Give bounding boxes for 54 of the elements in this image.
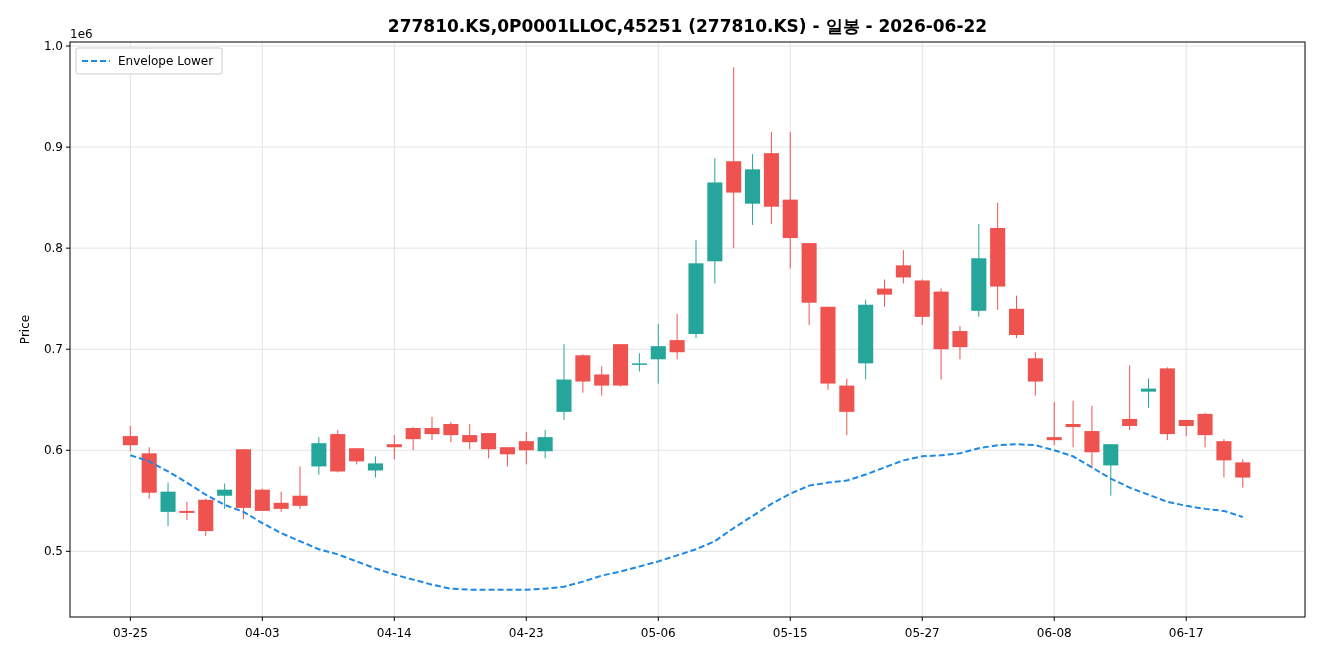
candlestick bbox=[876, 278, 893, 308]
x-tick-label: 05-27 bbox=[904, 626, 940, 640]
candlestick bbox=[443, 421, 459, 443]
x-tick-label: 04-14 bbox=[376, 626, 412, 640]
candlestick bbox=[424, 416, 440, 441]
y-tick-label: 0.8 bbox=[43, 241, 63, 256]
candlestick bbox=[518, 431, 534, 465]
y-tick-label: 1.0 bbox=[43, 39, 63, 54]
candlestick bbox=[386, 434, 402, 460]
candlestick bbox=[1235, 458, 1251, 489]
text: 1e6 bbox=[70, 27, 93, 41]
candlestick bbox=[179, 501, 195, 521]
candlestick bbox=[1065, 400, 1081, 448]
y-axis-title: Price bbox=[18, 314, 32, 345]
x-tick-label: 04-03 bbox=[244, 626, 280, 640]
candlestick bbox=[631, 352, 647, 372]
candlestick bbox=[481, 432, 497, 459]
y-tick-label: 0.7 bbox=[43, 342, 63, 357]
y-tick-label: 0.6 bbox=[43, 443, 63, 458]
candlestick bbox=[160, 482, 176, 527]
candlestick bbox=[650, 323, 666, 385]
candlestick bbox=[462, 423, 478, 450]
candlestick bbox=[292, 465, 308, 510]
candlestick bbox=[405, 426, 421, 451]
legend-label: Envelope Lower bbox=[118, 54, 214, 68]
candlestick bbox=[594, 365, 610, 397]
candlestick bbox=[122, 425, 138, 452]
legend: Envelope Lower bbox=[75, 47, 223, 75]
candlestick bbox=[669, 313, 685, 360]
candlestick bbox=[1046, 401, 1062, 446]
y-tick-label: 0.9 bbox=[43, 140, 63, 155]
candlestick bbox=[1140, 378, 1157, 409]
y-tick-label: 0.5 bbox=[43, 544, 63, 559]
chart-title: 277810.KS,0P0001LLOC,45251 (277810.KS) - 일봉 - 2026-06-22 bbox=[387, 16, 988, 36]
candlestick bbox=[1084, 405, 1100, 469]
candlestick bbox=[895, 249, 911, 285]
x-tick-label: 05-06 bbox=[640, 626, 676, 640]
candlestick bbox=[1216, 438, 1232, 479]
x-tick-label: 06-08 bbox=[1036, 626, 1072, 640]
x-tick-label: 03-25 bbox=[112, 626, 148, 640]
candlestick bbox=[1027, 351, 1043, 397]
candlestick bbox=[273, 491, 289, 513]
candlestick bbox=[499, 446, 515, 467]
candlestick bbox=[952, 325, 968, 360]
candlestick bbox=[1103, 443, 1119, 497]
x-tick-label: 05-15 bbox=[772, 626, 808, 640]
candlestick bbox=[537, 429, 553, 459]
candlestick bbox=[367, 455, 383, 479]
x-tick-label: 04-23 bbox=[508, 626, 544, 640]
candlestick bbox=[1122, 364, 1138, 431]
candlestick bbox=[311, 436, 327, 476]
candlestick bbox=[1197, 412, 1213, 448]
candlestick bbox=[217, 483, 233, 510]
x-tick-label: 06-17 bbox=[1168, 626, 1204, 640]
